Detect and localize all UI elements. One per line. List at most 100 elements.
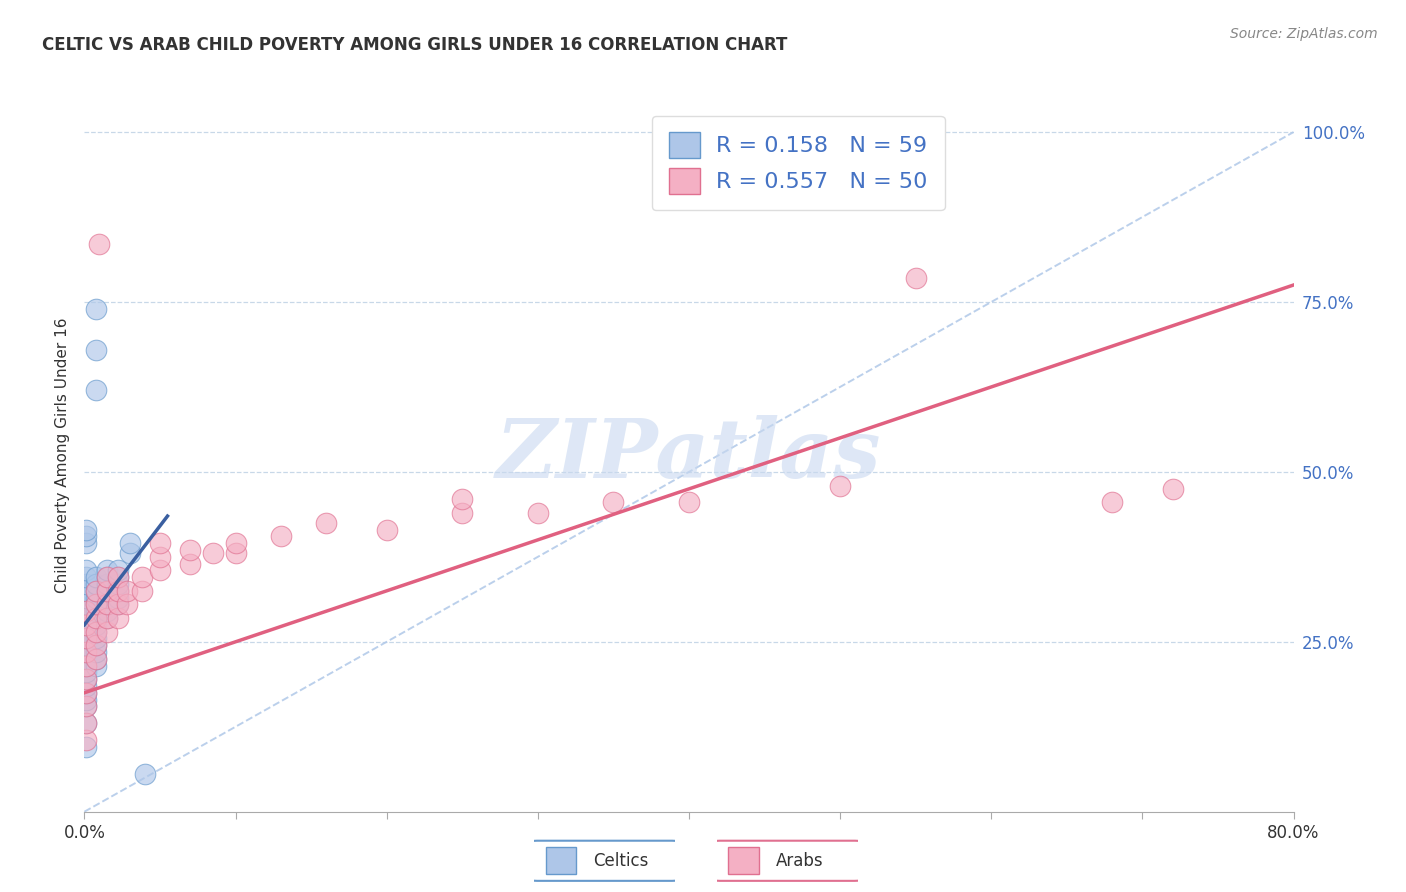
Point — [75, 645, 97, 659]
Point — [107, 611, 129, 625]
Point — [1101, 495, 1123, 509]
Point — [115, 583, 138, 598]
Point — [75, 570, 97, 584]
Point — [86, 611, 108, 625]
Point — [75, 665, 97, 680]
Point — [75, 632, 97, 646]
Text: Celtics: Celtics — [593, 852, 648, 870]
Point — [201, 546, 224, 560]
Point — [96, 611, 118, 625]
Point — [179, 543, 201, 558]
Point — [96, 591, 118, 605]
Point — [86, 577, 108, 591]
Point — [149, 549, 172, 564]
Point — [375, 523, 398, 537]
Point — [86, 598, 108, 612]
Point — [86, 624, 108, 639]
Point — [75, 583, 97, 598]
Point — [75, 716, 97, 731]
Point — [904, 271, 927, 285]
Point — [149, 564, 172, 578]
FancyBboxPatch shape — [530, 840, 679, 881]
Point — [86, 583, 108, 598]
Point — [96, 583, 118, 598]
Point — [315, 516, 337, 530]
Point — [86, 652, 108, 666]
Text: Arabs: Arabs — [776, 852, 824, 870]
Bar — [728, 847, 759, 874]
Point — [86, 638, 108, 652]
Point — [75, 598, 97, 612]
Point — [86, 638, 108, 652]
Legend: R = 0.158   N = 59, R = 0.557   N = 50: R = 0.158 N = 59, R = 0.557 N = 50 — [652, 116, 945, 211]
Point — [179, 557, 201, 571]
Point — [75, 699, 97, 714]
Point — [96, 577, 118, 591]
Point — [96, 624, 118, 639]
Point — [75, 564, 97, 578]
Point — [96, 564, 118, 578]
Point — [75, 591, 97, 605]
Point — [118, 536, 141, 550]
Point — [602, 495, 624, 509]
Point — [270, 529, 292, 543]
Point — [86, 570, 108, 584]
Point — [75, 658, 97, 673]
Point — [225, 536, 247, 550]
Point — [75, 716, 97, 731]
Point — [86, 617, 108, 632]
Point — [451, 506, 474, 520]
Point — [86, 598, 108, 612]
Point — [107, 570, 129, 584]
Point — [75, 529, 97, 543]
Point — [75, 536, 97, 550]
Point — [86, 652, 108, 666]
Point — [96, 604, 118, 618]
Point — [107, 570, 129, 584]
Point — [75, 699, 97, 714]
Point — [86, 611, 108, 625]
Point — [107, 583, 129, 598]
Point — [115, 598, 138, 612]
FancyBboxPatch shape — [713, 840, 862, 881]
Point — [96, 583, 118, 598]
Point — [75, 740, 97, 755]
Point — [75, 679, 97, 693]
Point — [131, 570, 153, 584]
Point — [86, 658, 108, 673]
Point — [75, 632, 97, 646]
Point — [118, 546, 141, 560]
Y-axis label: Child Poverty Among Girls Under 16: Child Poverty Among Girls Under 16 — [55, 318, 70, 592]
Point — [86, 632, 108, 646]
Point — [86, 591, 108, 605]
Point — [96, 598, 118, 612]
Point — [107, 583, 129, 598]
Point — [225, 546, 247, 560]
Point — [107, 577, 129, 591]
Point — [75, 611, 97, 625]
Point — [75, 604, 97, 618]
Point — [75, 645, 97, 659]
Point — [86, 384, 108, 398]
Point — [107, 598, 129, 612]
Point — [830, 478, 852, 492]
Point — [107, 598, 129, 612]
Point — [96, 570, 118, 584]
Point — [107, 564, 129, 578]
Point — [75, 638, 97, 652]
Point — [75, 733, 97, 747]
Point — [75, 692, 97, 706]
Point — [75, 652, 97, 666]
Point — [96, 570, 118, 584]
Point — [107, 591, 129, 605]
Point — [451, 492, 474, 507]
Point — [527, 506, 550, 520]
Point — [75, 624, 97, 639]
Point — [75, 672, 97, 686]
Text: CELTIC VS ARAB CHILD POVERTY AMONG GIRLS UNDER 16 CORRELATION CHART: CELTIC VS ARAB CHILD POVERTY AMONG GIRLS… — [42, 36, 787, 54]
Point — [134, 767, 156, 781]
Point — [96, 611, 118, 625]
Point — [131, 583, 153, 598]
Point — [678, 495, 700, 509]
Point — [86, 604, 108, 618]
